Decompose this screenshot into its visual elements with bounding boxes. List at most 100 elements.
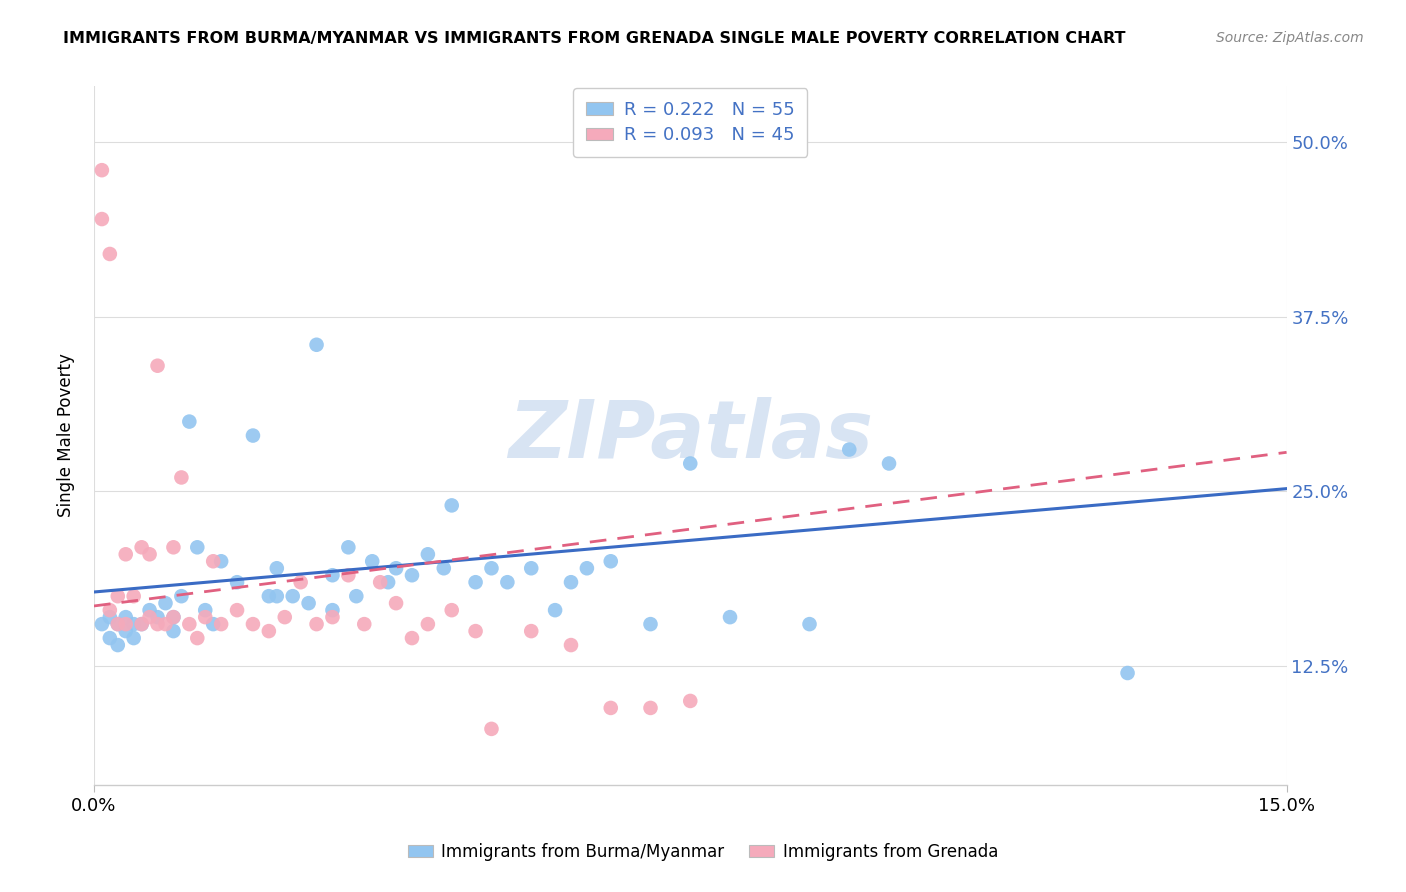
Point [361,554,384,568]
Point [146,617,169,632]
Point [599,701,621,715]
Point [440,603,463,617]
Point [90,212,112,227]
Point [226,575,249,590]
Point [122,631,145,645]
Point [496,575,519,590]
Point [202,554,225,568]
Point [544,603,567,617]
Point [114,617,136,632]
Point [877,457,900,471]
Point [194,603,217,617]
Point [146,359,169,373]
Point [385,561,408,575]
Point [344,589,367,603]
Point [186,631,208,645]
Point [599,554,621,568]
Point [440,499,463,513]
Point [560,638,582,652]
Point [718,610,741,624]
Point [274,610,297,624]
Point [353,617,375,632]
Point [290,575,312,590]
Text: ZIPatlas: ZIPatlas [508,397,873,475]
Point [416,547,439,561]
Point [98,610,121,624]
Point [257,589,280,603]
Point [368,575,391,590]
Point [107,638,129,652]
Point [162,610,184,624]
Point [305,617,328,632]
Point [98,631,121,645]
Point [560,575,582,590]
Point [170,589,193,603]
Legend: R = 0.222   N = 55, R = 0.093   N = 45: R = 0.222 N = 55, R = 0.093 N = 45 [574,88,807,157]
Point [138,610,160,624]
Point [170,470,193,484]
Point [481,561,503,575]
Point [209,617,232,632]
Point [481,722,503,736]
Point [401,631,423,645]
Point [281,589,304,603]
Point [242,428,264,442]
Point [146,610,169,624]
Point [162,610,184,624]
Point [226,603,249,617]
Point [122,589,145,603]
Point [640,617,662,632]
Point [131,617,153,632]
Point [321,603,343,617]
Point [114,610,136,624]
Point [155,596,177,610]
Point [838,442,860,457]
Point [297,596,319,610]
Point [1116,665,1139,680]
Point [194,610,217,624]
Point [433,561,456,575]
Point [131,541,153,555]
Point [520,624,543,639]
Point [575,561,598,575]
Point [138,603,160,617]
Point [257,624,280,639]
Point [799,617,821,632]
Point [337,541,360,555]
Point [337,568,360,582]
Point [179,415,201,429]
Point [266,561,288,575]
Point [464,624,486,639]
Point [679,694,702,708]
Point [416,617,439,632]
Point [131,617,153,632]
Point [122,617,145,632]
Point [138,547,160,561]
Point [162,624,184,639]
Point [98,247,121,261]
Point [155,617,177,632]
Legend: Immigrants from Burma/Myanmar, Immigrants from Grenada: Immigrants from Burma/Myanmar, Immigrant… [401,837,1005,868]
Point [114,624,136,639]
Point [162,541,184,555]
Point [321,568,343,582]
Point [377,575,399,590]
Point [679,457,702,471]
Point [266,589,288,603]
Point [464,575,486,590]
Point [242,617,264,632]
Point [90,163,112,178]
Point [90,617,112,632]
Point [107,617,129,632]
Point [114,547,136,561]
Point [202,617,225,632]
Point [640,701,662,715]
Point [305,338,328,352]
Point [385,596,408,610]
Point [321,610,343,624]
Point [179,617,201,632]
Point [107,617,129,632]
Point [520,561,543,575]
Text: Source: ZipAtlas.com: Source: ZipAtlas.com [1216,31,1364,45]
Point [98,603,121,617]
